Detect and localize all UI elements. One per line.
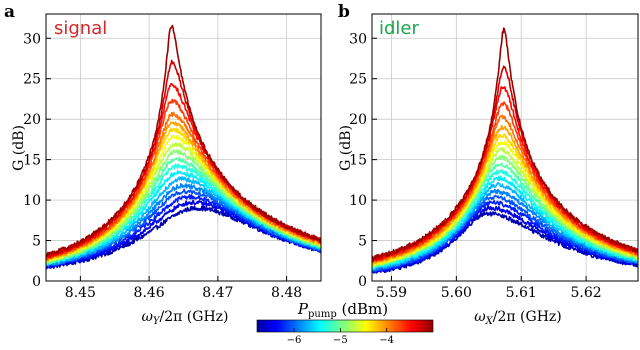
panel-b-gain-curve — [372, 27, 638, 261]
panel-a-gain-curve — [46, 121, 321, 262]
panel-a-curves — [46, 24, 321, 270]
panel-b-ylabel: G (dB) — [338, 125, 354, 171]
panel-a-inset-label: signal — [54, 18, 107, 39]
panel-b-ytick-label: 5 — [358, 234, 367, 250]
panel-a-gain-curve — [46, 183, 321, 266]
panel-a-ytick-label: 30 — [23, 31, 41, 47]
panel-a-ytick-label: 5 — [32, 234, 41, 250]
panel-a-ytick-label: 15 — [23, 153, 41, 169]
panel-a-ytick-label: 0 — [32, 274, 41, 290]
panel-a-ticks: 8.45 8.46 8.47 8.48 0 5 10 15 20 25 30 — [23, 31, 302, 301]
panel-a-frame — [45, 13, 322, 282]
panel-letter-a: a — [4, 2, 15, 22]
panel-b-ytick-label: 30 — [349, 31, 367, 47]
panel-b-gain-curve — [372, 65, 638, 262]
panel-b-ytick-label: 25 — [349, 72, 367, 88]
panel-a-xlabel: ωY/2π (GHz) — [142, 309, 229, 327]
panel-b-idler: b 5.59 5.60 5.61 5.62 0 5 10 15 20 25 30 idler G (… — [338, 2, 639, 327]
panel-a-ytick-label: 10 — [23, 193, 41, 209]
panel-b-ytick-label: 0 — [358, 274, 367, 290]
panel-letter-b: b — [338, 2, 350, 22]
panel-b-inset-label: idler — [379, 18, 420, 39]
panel-a-ytick-label: 20 — [23, 112, 41, 128]
panel-a-xtick-label: 8.47 — [202, 285, 233, 301]
panel-a-xtick-label: 8.45 — [65, 285, 96, 301]
panel-a-gain-curve — [46, 98, 321, 261]
panel-a-gain-curve — [46, 170, 321, 265]
panel-b-curves — [372, 27, 638, 274]
panel-a-xtick-label: 8.46 — [134, 285, 165, 301]
colorbar-tick-label: −4 — [379, 335, 394, 346]
panel-b-ticks: 5.59 5.60 5.61 5.62 0 5 10 15 20 25 30 — [349, 31, 602, 301]
panel-b-xtick-label: 5.62 — [571, 285, 602, 301]
colorbar-tick-label: −5 — [333, 335, 348, 346]
panel-b-xtick-label: 5.61 — [506, 285, 537, 301]
panel-b-ytick-label: 15 — [349, 153, 367, 169]
panel-a-xtick-label: 8.48 — [271, 285, 302, 301]
panel-b-xtick-label: 5.60 — [441, 285, 472, 301]
panel-b-ytick-label: 20 — [349, 112, 367, 128]
panel-a-ytick-label: 25 — [23, 72, 41, 88]
panel-b-gain-curve — [372, 124, 638, 265]
panel-b-ytick-label: 10 — [349, 193, 367, 209]
panel-a-ylabel: G (dB) — [11, 125, 27, 171]
panel-b-xtick-label: 5.59 — [376, 285, 407, 301]
colorbar-gradient — [256, 319, 434, 333]
panel-a-gain-curve — [46, 194, 321, 268]
colorbar-ticks: −6 −5 −4 — [287, 328, 394, 346]
colorbar-tick-label: −6 — [287, 335, 302, 346]
panel-b-frame — [371, 13, 639, 282]
panel-a-signal: a 8.45 8.46 8.47 8.48 0 5 10 15 20 25 30 signal G … — [4, 2, 322, 327]
colorbar-title: Ppump (dBm) — [297, 300, 388, 320]
panel-a-gain-curve — [46, 24, 321, 257]
pump-power-colorbar: Ppump (dBm) −6 −5 −4 — [256, 300, 434, 346]
panel-b-xlabel: ωX/2π (GHz) — [474, 309, 562, 327]
